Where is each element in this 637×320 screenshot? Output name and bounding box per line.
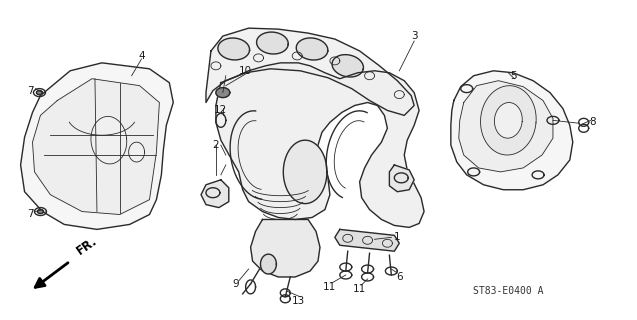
Polygon shape xyxy=(20,63,173,229)
Polygon shape xyxy=(494,102,522,138)
Text: FR.: FR. xyxy=(74,234,99,257)
Polygon shape xyxy=(216,63,424,228)
Polygon shape xyxy=(32,79,159,214)
Text: 11: 11 xyxy=(323,282,336,292)
Polygon shape xyxy=(38,210,43,213)
Text: 2: 2 xyxy=(213,140,219,150)
Polygon shape xyxy=(459,81,553,172)
Text: 12: 12 xyxy=(214,105,227,116)
Polygon shape xyxy=(332,55,364,77)
Polygon shape xyxy=(283,140,327,204)
Text: 4: 4 xyxy=(138,51,145,61)
Text: 6: 6 xyxy=(396,272,403,282)
Polygon shape xyxy=(91,116,127,164)
Polygon shape xyxy=(335,229,399,251)
Text: 5: 5 xyxy=(510,71,517,81)
Text: 10: 10 xyxy=(239,66,252,76)
Text: 3: 3 xyxy=(411,31,417,41)
Polygon shape xyxy=(261,254,276,274)
Polygon shape xyxy=(36,91,43,95)
Text: 9: 9 xyxy=(233,279,239,289)
Text: 1: 1 xyxy=(394,232,401,242)
Polygon shape xyxy=(257,32,288,54)
Polygon shape xyxy=(480,86,536,155)
Polygon shape xyxy=(296,38,328,60)
Polygon shape xyxy=(216,88,230,98)
Polygon shape xyxy=(218,38,250,60)
Polygon shape xyxy=(389,165,414,192)
Text: 7: 7 xyxy=(27,209,34,219)
Polygon shape xyxy=(451,71,573,190)
Text: 11: 11 xyxy=(353,284,366,294)
Polygon shape xyxy=(201,180,229,208)
Text: ST83-E0400 A: ST83-E0400 A xyxy=(473,286,543,296)
Polygon shape xyxy=(206,28,414,116)
Polygon shape xyxy=(129,142,145,162)
Text: 13: 13 xyxy=(292,296,304,306)
Polygon shape xyxy=(250,220,320,277)
Text: 8: 8 xyxy=(589,117,596,127)
Text: 7: 7 xyxy=(27,86,34,96)
